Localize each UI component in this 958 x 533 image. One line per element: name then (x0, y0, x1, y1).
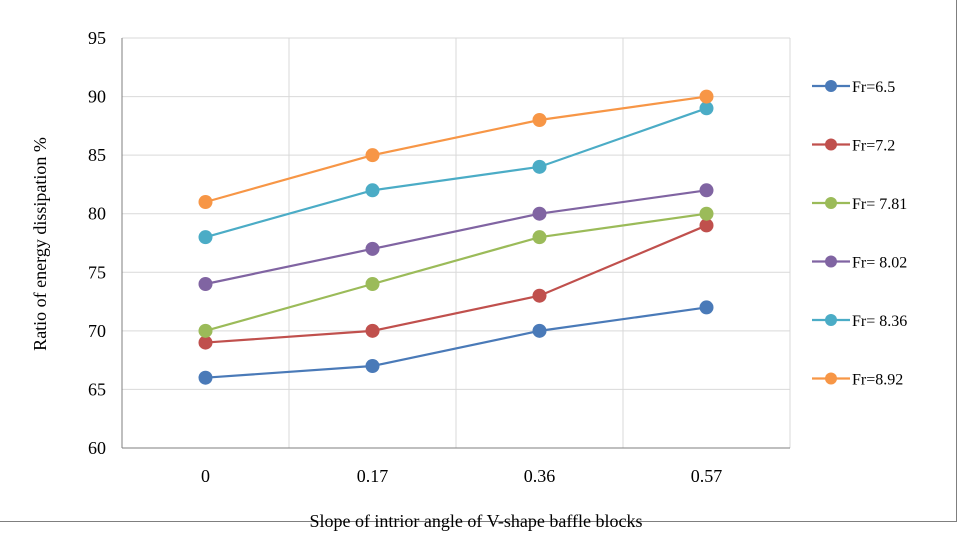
legend-label: Fr=7.2 (852, 138, 895, 155)
legend-label: Fr= 8.02 (852, 255, 907, 272)
data-point (198, 335, 213, 350)
x-tick-label: 0.17 (357, 466, 389, 486)
legend-entry: Fr= 8.02 (812, 255, 907, 272)
series-group (198, 101, 714, 245)
legend-marker (825, 138, 837, 151)
series (198, 89, 714, 385)
series-group (198, 300, 714, 385)
data-point (365, 241, 380, 256)
legend-entry: Fr=8.92 (812, 372, 903, 389)
grid (122, 37, 791, 448)
legend-label: Fr=8.92 (852, 372, 903, 389)
series-line (205, 107, 707, 239)
legend-entry: Fr=7.2 (812, 138, 895, 155)
data-point (532, 113, 547, 127)
series-group (198, 183, 714, 291)
data-point (532, 288, 547, 303)
data-point (699, 183, 714, 198)
axes (121, 38, 790, 449)
data-point (365, 148, 380, 163)
data-point (198, 230, 213, 245)
x-tick-label: 0.57 (691, 466, 723, 486)
legend-marker (825, 372, 837, 385)
y-tick-label: 75 (88, 262, 106, 282)
series-line (205, 95, 707, 204)
data-point (699, 206, 714, 221)
series-line (205, 212, 707, 332)
series-line (205, 224, 707, 344)
data-point (198, 277, 213, 291)
y-tick-label: 60 (88, 438, 106, 458)
legend-entry: Fr= 7.81 (812, 196, 907, 213)
tick-labels: 60 65 70 75 80 85 90 95 0 0.17 0.36 0.57 (88, 28, 722, 486)
legend-marker (825, 314, 837, 326)
data-point (699, 300, 714, 315)
data-point (365, 359, 380, 373)
data-point (532, 206, 547, 221)
data-point (532, 323, 547, 338)
data-point (198, 195, 213, 209)
data-point (365, 183, 380, 198)
data-point (532, 159, 547, 174)
x-tick-label: 0.36 (524, 466, 556, 486)
legend-label: Fr=6.5 (852, 79, 895, 96)
data-point (365, 277, 380, 291)
x-axis-title: Slope of intrior angle of V-shape baffle… (309, 511, 642, 531)
data-point (198, 323, 213, 338)
data-point (532, 230, 547, 245)
legend-label: Fr= 8.36 (852, 313, 907, 330)
chart-frame (0, 0, 957, 522)
y-axis-title: Ratio of energy dissipation % (30, 137, 50, 351)
series-group (198, 89, 714, 209)
data-point (699, 89, 714, 104)
legend: Fr=6.5 Fr=7.2 Fr= 7.81 Fr= 8.02 Fr= 8.36 Fr=8… (812, 79, 907, 389)
legend-marker (825, 80, 837, 92)
y-tick-label: 95 (88, 28, 106, 48)
legend-entry: Fr=6.5 (812, 79, 895, 96)
series-group (198, 206, 714, 338)
y-tick-label: 80 (88, 204, 106, 224)
y-tick-label: 90 (88, 87, 106, 107)
legend-marker (825, 255, 837, 268)
legend-entry: Fr= 8.36 (812, 313, 907, 330)
legend-label: Fr= 7.81 (852, 196, 907, 213)
data-point (699, 218, 714, 233)
legend-marker (825, 197, 837, 209)
x-tick-label: 0 (201, 466, 210, 486)
series-line (205, 189, 707, 286)
y-tick-label: 70 (88, 321, 106, 341)
y-tick-label: 65 (88, 379, 106, 399)
y-tick-label: 85 (88, 145, 106, 165)
data-point (365, 323, 380, 338)
data-point (198, 370, 213, 385)
series-line (205, 306, 707, 379)
series-group (198, 218, 714, 350)
data-point (699, 101, 714, 116)
